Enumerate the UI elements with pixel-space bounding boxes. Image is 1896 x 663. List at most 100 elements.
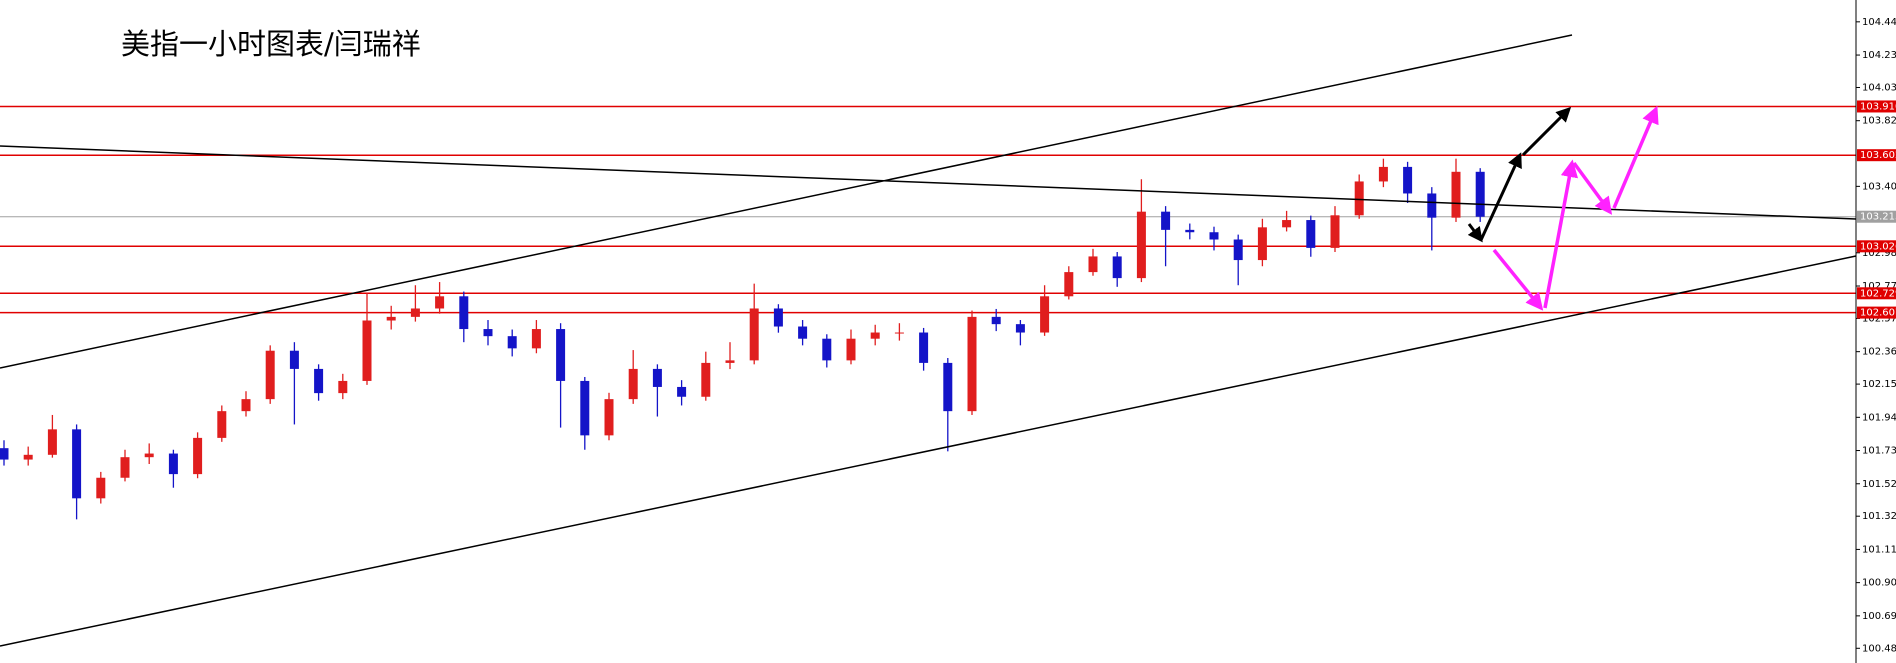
candle — [798, 320, 808, 346]
candle-body — [1040, 296, 1050, 333]
candle — [1112, 252, 1122, 287]
candle-body — [870, 332, 880, 339]
candle-body — [1257, 227, 1267, 261]
candle-body — [1088, 256, 1098, 273]
candle-body — [1475, 171, 1485, 217]
candle — [1161, 206, 1171, 267]
candle-body — [1403, 166, 1413, 194]
candle-body — [193, 437, 203, 475]
candle-body — [894, 332, 904, 334]
y-tick-label: 101.525 — [1862, 479, 1896, 490]
candle — [1209, 226, 1219, 251]
candle — [96, 471, 106, 504]
candle — [1282, 210, 1292, 232]
y-tick-label: 100.485 — [1862, 643, 1896, 654]
candle — [822, 334, 832, 368]
candle — [773, 304, 783, 333]
candle-body — [1112, 256, 1122, 279]
current-price-line-label: 103.213 — [1860, 212, 1896, 223]
candle-body — [144, 453, 154, 458]
candle — [1136, 179, 1146, 283]
candle — [1088, 248, 1098, 276]
candle — [289, 342, 299, 425]
candle — [362, 293, 372, 385]
candle-body — [1427, 193, 1437, 218]
y-tick-label: 102.570 — [1862, 313, 1896, 324]
candle — [386, 305, 396, 330]
candle — [1475, 168, 1485, 222]
candle-body — [96, 477, 106, 499]
trend-line — [0, 34, 1573, 369]
candle-body — [604, 399, 614, 436]
candle-body — [1330, 215, 1340, 248]
candle — [1015, 320, 1025, 346]
candle-body — [1233, 239, 1243, 261]
y-tick-label: 102.155 — [1862, 379, 1896, 390]
candle — [531, 320, 541, 354]
candle-body — [507, 336, 517, 349]
candle-body — [0, 448, 9, 460]
candle — [1040, 285, 1050, 336]
y-tick-label: 101.945 — [1862, 412, 1896, 423]
candle-body — [943, 362, 953, 412]
candle-body — [483, 329, 493, 337]
candle-body — [919, 332, 929, 363]
candle-body — [1064, 272, 1074, 297]
candle-body — [314, 368, 324, 394]
candle — [894, 323, 904, 341]
y-tick-label: 101.110 — [1862, 544, 1896, 555]
candle — [1306, 215, 1316, 257]
candle — [1064, 266, 1074, 300]
candle-body — [72, 429, 82, 499]
level-line-label: 102.729 — [1860, 288, 1896, 299]
candle-body — [967, 316, 977, 412]
candle-body — [556, 329, 566, 381]
candle-body — [289, 350, 299, 369]
y-tick-label: 102.985 — [1862, 248, 1896, 259]
candle-body — [362, 320, 372, 381]
candle — [967, 310, 977, 415]
candle — [483, 320, 493, 346]
y-tick-label: 104.030 — [1862, 82, 1896, 93]
candle-body — [1161, 211, 1171, 230]
trend-line — [0, 255, 1857, 647]
candle — [604, 392, 614, 441]
candle — [1451, 158, 1461, 222]
candle-body — [241, 399, 251, 412]
level-line-label: 102.607 — [1860, 308, 1896, 319]
level-line-label: 103.602 — [1860, 150, 1896, 161]
candle — [193, 432, 203, 479]
candle — [338, 373, 348, 400]
y-tick-label: 102.775 — [1862, 281, 1896, 292]
candle — [0, 440, 9, 466]
candle — [1330, 206, 1340, 253]
y-tick-label: 102.360 — [1862, 347, 1896, 358]
candle — [1257, 218, 1267, 267]
candle — [1427, 187, 1437, 251]
candle-body — [23, 454, 33, 460]
level-line-label: 103.026 — [1860, 241, 1896, 252]
y-tick-label: 104.235 — [1862, 50, 1896, 61]
candle — [870, 324, 880, 346]
candle-body — [846, 338, 856, 361]
candle-body — [1282, 220, 1292, 228]
level-line-box — [1857, 240, 1896, 253]
candle — [23, 446, 33, 466]
level-line-box — [1857, 306, 1896, 319]
candle — [749, 283, 759, 365]
candle-body — [798, 326, 808, 339]
candle — [652, 364, 662, 417]
candle-body — [822, 338, 832, 361]
level-line-label: 103.910 — [1860, 101, 1896, 112]
candle — [725, 342, 735, 370]
candle-body — [1136, 211, 1146, 279]
candle — [459, 291, 469, 343]
candle-body — [652, 368, 662, 387]
candle — [144, 443, 154, 464]
candle-body — [628, 368, 638, 400]
candle-body — [580, 380, 590, 436]
candle — [217, 405, 227, 442]
candle-body — [749, 308, 759, 361]
candle — [991, 308, 1001, 332]
